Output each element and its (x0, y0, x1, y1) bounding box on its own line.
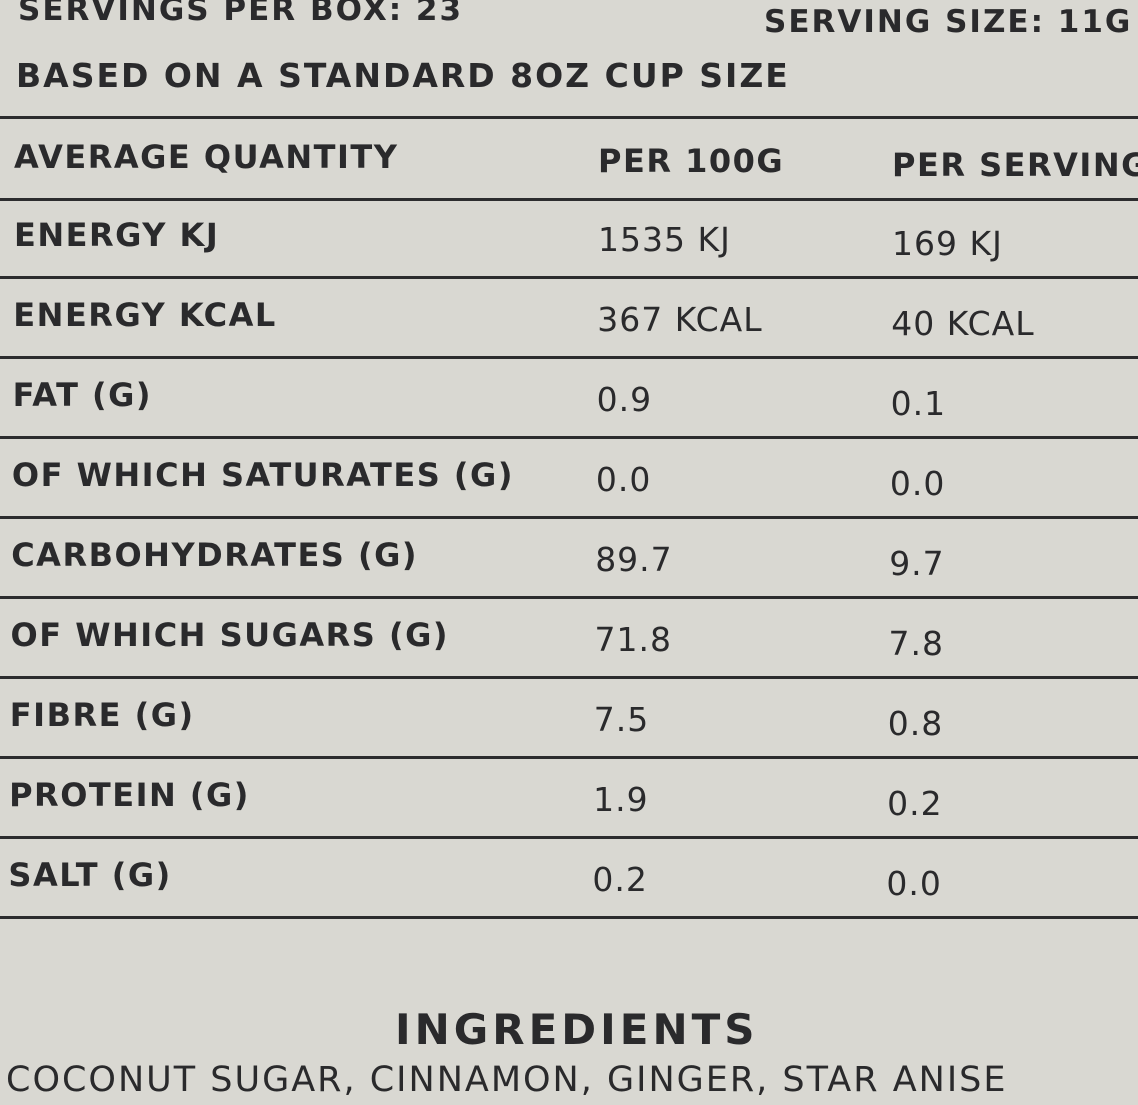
ingredients-text: COCONUT SUGAR, CINNAMON, GINGER, STAR AN… (6, 1060, 1008, 1100)
column-header: PER SERVING (892, 146, 1138, 184)
nutrient-name: CARBOHYDRATES (G) (11, 536, 418, 574)
servings: SERVINGS PER BOX: 23 (18, 0, 464, 28)
nutrient-value: 7.8 (888, 624, 944, 663)
nutrient-value: 1.9 (593, 780, 649, 819)
nutrient-value: 89.7 (595, 540, 673, 579)
nutrient-name: ENERGY KCAL (13, 296, 277, 334)
rule (0, 276, 1138, 279)
serving-size: SERVING SIZE: 11G (764, 4, 1133, 40)
rule (0, 116, 1138, 119)
nutrient-name: ENERGY KJ (14, 216, 220, 254)
nutrient-value: 0.8 (887, 704, 944, 743)
nutrient-name: FIBRE (G) (9, 696, 195, 734)
nutrient-name: FAT (G) (12, 376, 153, 414)
column-header: PER 100G (598, 142, 785, 180)
basis: BASED ON A STANDARD 8OZ CUP SIZE (16, 56, 790, 95)
nutrient-value: 9.7 (889, 544, 945, 583)
nutrient-value: 169 KJ (892, 224, 1003, 263)
nutrient-value: 0.9 (596, 380, 653, 419)
nutrient-value: 1535 KJ (598, 220, 731, 259)
rule (0, 676, 1138, 679)
nutrient-value: 0.1 (890, 384, 947, 423)
ingredients-title: INGREDIENTS (395, 1005, 759, 1054)
rule (0, 916, 1138, 919)
column-header: AVERAGE QUANTITY (14, 138, 399, 176)
nutrient-value: 7.5 (593, 700, 650, 739)
nutrient-value: 0.2 (887, 784, 943, 823)
rule (0, 436, 1138, 439)
nutrient-name: PROTEIN (G) (9, 776, 250, 814)
nutrient-name: SALT (G) (8, 856, 172, 894)
nutrient-name: OF WHICH SATURATES (G) (11, 456, 514, 494)
rule (0, 356, 1138, 359)
nutrient-value: 40 KCAL (891, 304, 1035, 343)
nutrient-value: 367 KCAL (597, 300, 763, 339)
nutrient-value: 0.0 (889, 464, 946, 503)
rule (0, 198, 1138, 201)
rule (0, 516, 1138, 519)
rule (0, 596, 1138, 599)
rule (0, 836, 1138, 839)
nutrient-value: 71.8 (594, 620, 672, 659)
nutrient-value: 0.0 (886, 864, 942, 903)
nutrient-value: 0.0 (595, 460, 652, 499)
rule (0, 756, 1138, 759)
nutrient-name: OF WHICH SUGARS (G) (10, 616, 449, 654)
nutrient-value: 0.2 (592, 860, 648, 899)
